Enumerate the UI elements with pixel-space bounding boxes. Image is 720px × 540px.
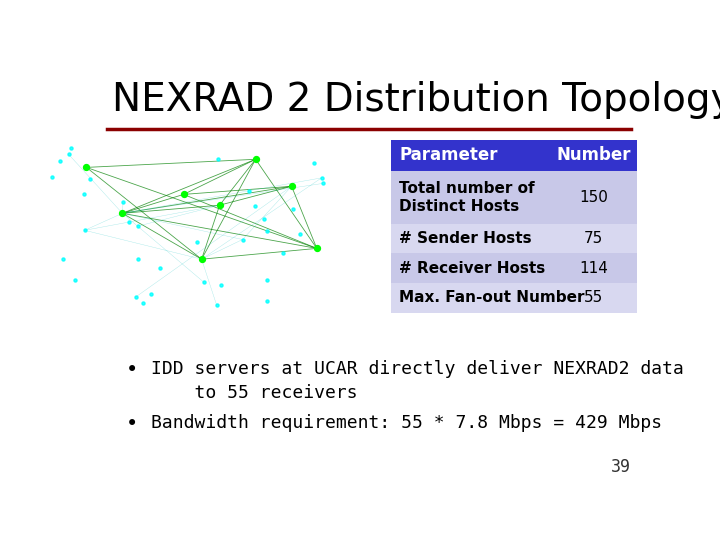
Point — [198, 278, 210, 287]
Text: 114: 114 — [580, 261, 608, 276]
Point — [58, 254, 69, 263]
FancyBboxPatch shape — [551, 253, 637, 283]
Point — [145, 289, 157, 298]
Point — [237, 235, 248, 244]
Point — [286, 182, 297, 191]
Point — [70, 276, 81, 285]
Point — [250, 155, 261, 164]
Point — [261, 296, 273, 305]
Point — [130, 293, 142, 301]
Point — [117, 209, 128, 218]
Text: NEXRAD 2 Distribution Topology: NEXRAD 2 Distribution Topology — [112, 82, 720, 119]
Text: 75: 75 — [584, 231, 603, 246]
Point — [132, 222, 144, 231]
Point — [243, 187, 255, 195]
Text: •: • — [126, 414, 138, 434]
Point — [78, 190, 90, 198]
Point — [79, 226, 91, 234]
Point — [211, 301, 222, 310]
Point — [132, 254, 143, 263]
FancyBboxPatch shape — [392, 283, 551, 313]
Point — [308, 159, 320, 168]
FancyBboxPatch shape — [551, 171, 637, 224]
Text: Number: Number — [557, 146, 631, 164]
Point — [192, 237, 203, 246]
Point — [250, 202, 261, 211]
Text: 150: 150 — [580, 190, 608, 205]
Point — [124, 218, 135, 227]
Point — [287, 205, 299, 213]
Point — [316, 173, 328, 182]
Point — [258, 215, 270, 224]
Point — [138, 298, 149, 307]
Point — [261, 226, 273, 235]
Text: # Sender Hosts: # Sender Hosts — [400, 231, 532, 246]
Point — [196, 255, 207, 264]
FancyBboxPatch shape — [392, 140, 551, 171]
FancyBboxPatch shape — [392, 253, 551, 283]
Point — [178, 190, 189, 199]
Text: Total number of
Distinct Hosts: Total number of Distinct Hosts — [400, 180, 535, 214]
Point — [317, 179, 328, 188]
Text: Max. Fan-out Number: Max. Fan-out Number — [400, 291, 585, 306]
Point — [84, 174, 96, 183]
Text: # Receiver Hosts: # Receiver Hosts — [400, 261, 546, 276]
Point — [46, 172, 58, 181]
Point — [277, 249, 289, 258]
Point — [66, 144, 77, 152]
Point — [215, 280, 227, 289]
Text: Bandwidth requirement: 55 * 7.8 Mbps = 429 Mbps: Bandwidth requirement: 55 * 7.8 Mbps = 4… — [151, 414, 662, 432]
Point — [63, 150, 74, 159]
Point — [117, 198, 129, 207]
Point — [154, 264, 166, 272]
Text: IDD servers at UCAR directly deliver NEXRAD2 data
    to 55 receivers: IDD servers at UCAR directly deliver NEX… — [151, 360, 684, 402]
FancyBboxPatch shape — [551, 140, 637, 171]
FancyBboxPatch shape — [392, 224, 551, 253]
Point — [54, 157, 66, 165]
FancyBboxPatch shape — [551, 283, 637, 313]
Point — [261, 275, 273, 284]
Text: 39: 39 — [611, 458, 631, 476]
Point — [294, 230, 305, 239]
FancyBboxPatch shape — [551, 224, 637, 253]
Text: 55: 55 — [584, 291, 603, 306]
Text: Parameter: Parameter — [400, 146, 498, 164]
Point — [311, 244, 323, 253]
FancyBboxPatch shape — [392, 171, 551, 224]
Text: •: • — [126, 360, 138, 380]
Point — [81, 163, 92, 172]
Point — [214, 201, 225, 210]
Point — [212, 154, 224, 163]
